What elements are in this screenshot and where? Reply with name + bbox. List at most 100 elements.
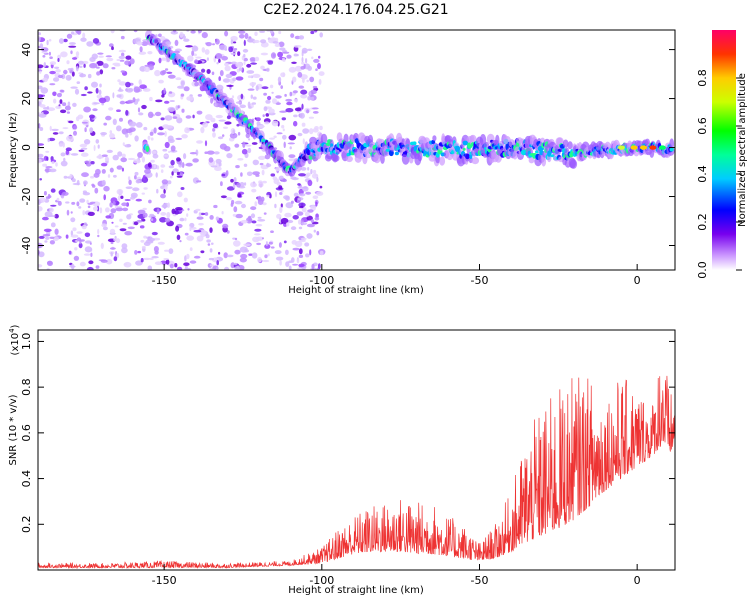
noise-blob [306, 233, 313, 239]
noise-blob [112, 201, 116, 206]
noise-blob [100, 242, 104, 249]
noise-blob [301, 103, 304, 110]
noise-blob [211, 242, 214, 245]
noise-blob [312, 111, 319, 114]
noise-blob [297, 186, 304, 189]
noise-blob [196, 140, 203, 144]
spectrogram-xlabel: Height of straight line (km) [288, 285, 424, 296]
noise-blob [249, 57, 256, 62]
noise-blob [235, 213, 243, 219]
noise-blob [168, 150, 171, 153]
noise-blob [125, 81, 131, 88]
noise-blob [66, 60, 70, 65]
noise-blob [117, 151, 123, 157]
noise-blob [309, 76, 315, 83]
noise-blob [274, 43, 280, 47]
noise-blob [270, 246, 275, 249]
noise-blob [158, 79, 164, 84]
noise-blob [62, 102, 67, 107]
noise-blob [212, 123, 218, 129]
noise-blob [215, 114, 223, 119]
noise-blob [123, 263, 128, 266]
noise-blob [124, 231, 133, 236]
noise-blob [293, 98, 299, 102]
noise-blob [163, 87, 166, 94]
noise-blob [158, 57, 162, 64]
noise-blob [91, 81, 98, 88]
noise-blob [92, 38, 100, 44]
noise-blob [121, 202, 128, 207]
noise-blob [76, 231, 83, 234]
noise-blob [286, 54, 292, 59]
noise-blob [198, 211, 202, 218]
noise-blob [254, 56, 260, 62]
noise-blob [213, 151, 220, 155]
noise-blob [177, 266, 183, 270]
noise-blob [300, 237, 307, 241]
noise-blob [101, 223, 107, 228]
noise-blob [255, 223, 263, 227]
noise-blob [158, 33, 162, 38]
noise-blob [149, 96, 153, 102]
noise-blob [264, 154, 271, 160]
noise-blob [47, 260, 53, 265]
noise-blob [216, 266, 218, 270]
noise-blob [52, 132, 59, 135]
noise-blob [147, 111, 154, 119]
noise-blob [233, 177, 237, 183]
noise-blob [277, 76, 282, 83]
noise-blob [160, 212, 167, 216]
noise-blob [185, 265, 188, 270]
noise-blob [169, 41, 171, 45]
noise-blob [312, 195, 319, 199]
noise-blob [42, 55, 46, 58]
noise-blob [160, 164, 166, 168]
noise-blob [70, 86, 78, 89]
noise-blob [55, 105, 62, 110]
noise-blob [291, 61, 297, 64]
noise-blob [257, 257, 262, 263]
noise-blob [151, 150, 157, 154]
noise-blob [142, 174, 146, 180]
noise-blob [116, 94, 122, 98]
noise-blob [161, 70, 167, 75]
y-tick-label: 20 [20, 92, 33, 106]
noise-blob [138, 79, 142, 85]
noise-blob [257, 199, 264, 206]
noise-blob [192, 158, 199, 163]
noise-blob [238, 67, 243, 72]
noise-blob [147, 237, 156, 242]
trace-core [465, 153, 470, 160]
noise-blob [223, 126, 228, 129]
noise-blob [191, 50, 195, 57]
noise-blob [86, 41, 94, 47]
noise-blob [38, 235, 45, 239]
noise-blob [93, 144, 96, 152]
noise-blob [51, 161, 55, 165]
noise-blob [125, 55, 132, 60]
noise-blob [307, 209, 314, 213]
noise-blob [160, 193, 166, 199]
noise-blob [234, 200, 243, 205]
noise-blob [125, 128, 133, 134]
noise-blob [179, 240, 182, 243]
noise-blob [177, 85, 185, 89]
noise-blob [263, 212, 267, 215]
noise-blob [283, 240, 287, 244]
noise-blob [175, 207, 183, 211]
noise-blob [175, 225, 180, 232]
noise-blob [306, 223, 315, 228]
noise-blob [312, 169, 317, 174]
trace-halo [669, 138, 675, 150]
noise-blob [201, 31, 208, 39]
noise-blob [167, 74, 176, 79]
noise-blob [148, 199, 152, 204]
noise-blob [163, 154, 169, 157]
noise-blob [298, 85, 305, 89]
noise-blob [62, 127, 69, 130]
noise-blob [68, 42, 76, 45]
y-tick-label: 0.4 [20, 470, 33, 488]
noise-blob [76, 201, 80, 207]
noise-blob [270, 52, 277, 59]
noise-blob [83, 63, 86, 68]
